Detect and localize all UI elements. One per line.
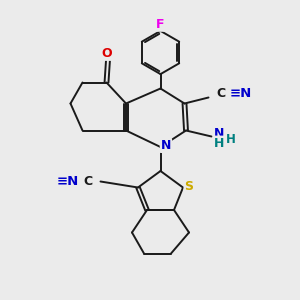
Text: N: N [214,127,224,140]
Text: ≡N: ≡N [57,175,79,188]
Text: N: N [161,139,171,152]
Text: S: S [184,179,194,193]
Text: F: F [156,18,165,31]
Text: ≡N: ≡N [230,87,252,101]
Text: H: H [226,133,236,146]
Text: C: C [217,87,226,101]
Text: H: H [214,136,224,150]
Text: C: C [83,175,92,188]
Text: O: O [101,47,112,60]
